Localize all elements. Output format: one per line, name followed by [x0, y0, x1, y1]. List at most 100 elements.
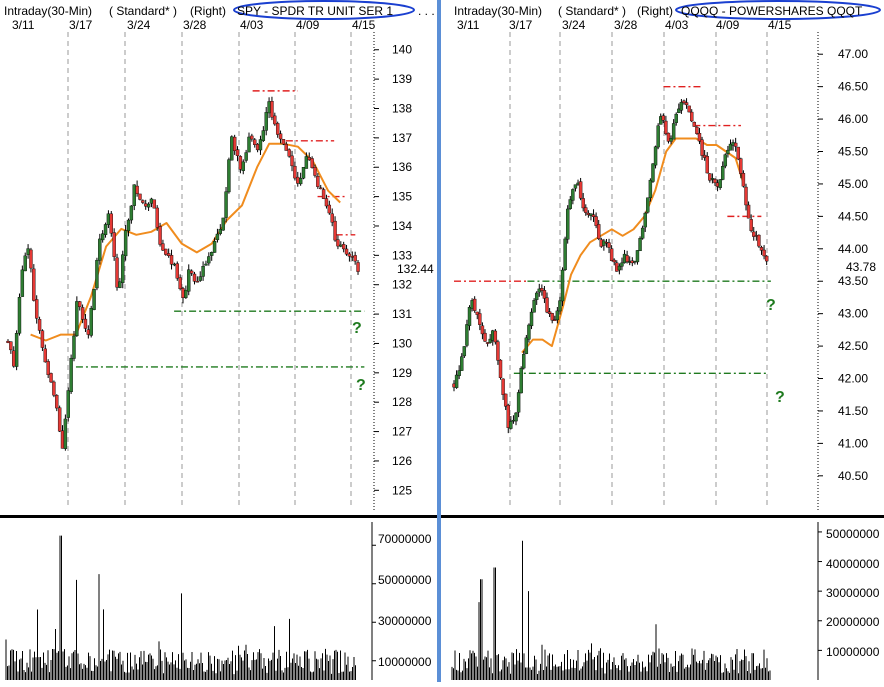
qqqq-volume-tick-label: 10000000	[826, 645, 880, 659]
qqqq-candle-body	[682, 100, 686, 104]
spy-date-label: 3/24	[127, 18, 151, 32]
spy-candle-body	[144, 203, 148, 207]
spy-date-label: 3/17	[69, 18, 93, 32]
spy-candle-body	[178, 277, 182, 290]
qqqq-date-label: 4/03	[665, 18, 689, 32]
qqqq-candle-body	[617, 265, 622, 271]
qqqq-candle-body	[462, 346, 467, 357]
spy-candle-body	[198, 276, 202, 281]
qqqq-price-tick-label: 42.50	[838, 339, 868, 353]
qqqq-candle-body	[498, 359, 503, 378]
spy-candle-body	[55, 395, 59, 409]
spy-candle-body	[17, 297, 22, 334]
qqqq-candle-body	[475, 311, 479, 315]
qqqq-candle-body	[542, 290, 547, 299]
spy-candle-body	[9, 341, 13, 351]
spy-date-label: 4/09	[296, 18, 320, 32]
qqqq-price-axis: 40.50 41.00 41.50 42.00 42.50 43.00 43.50 44.00…	[817, 32, 868, 511]
spy-date-label: 3/11	[12, 18, 35, 32]
qqqq-candle-body	[560, 269, 565, 302]
qqqq-style-label[interactable]: ( Standard* )	[558, 4, 626, 18]
qqqq-question-mark-lower: ?	[775, 389, 785, 406]
qqqq-candle-body	[721, 166, 725, 180]
spy-candle-body	[307, 157, 311, 161]
spy-date-gridlines	[67, 32, 352, 505]
spy-last-price-label: 132.44	[397, 262, 434, 276]
spy-symbol-label[interactable]: SPY - SPDR TR UNIT SER 1	[237, 4, 393, 18]
qqqq-candle-body	[692, 121, 697, 127]
qqqq-candle-body	[640, 227, 645, 239]
spy-candle-body	[290, 155, 294, 167]
qqqq-candle-body	[493, 330, 498, 343]
spy-candle-body	[109, 213, 113, 234]
qqqq-date-label: 4/09	[716, 18, 740, 32]
spy-candle-body	[6, 340, 10, 343]
qqqq-candle-body	[514, 412, 518, 422]
spy-candle-body	[241, 161, 245, 171]
spy-candle-body	[29, 249, 33, 269]
qqqq-price-tick-label: 41.50	[838, 404, 868, 418]
qqqq-candle-body	[529, 311, 534, 327]
qqqq-candle-body	[669, 138, 673, 142]
spy-candle-body	[34, 299, 39, 319]
spy-candle-body	[37, 319, 42, 331]
spy-candle-body	[275, 123, 280, 135]
qqqq-candle-body	[597, 224, 601, 240]
qqqq-candle-body	[713, 179, 717, 184]
spy-header-overflow: . . .	[418, 4, 435, 18]
spy-candle-body	[158, 226, 162, 245]
qqqq-symbol-label[interactable]: QQQQ - POWERSHARES QQQT	[681, 4, 863, 18]
spy-candle-body	[278, 133, 283, 140]
qqqq-candle-body	[710, 178, 715, 180]
qqqq-candle-body	[736, 146, 740, 160]
spy-price-tick-label: 139	[392, 72, 412, 86]
qqqq-candle-body	[625, 255, 629, 263]
qqqq-candle-body	[656, 125, 660, 148]
qqqq-candle-body	[651, 163, 655, 182]
qqqq-candle-body	[578, 181, 583, 199]
spy-candle-body	[138, 193, 142, 200]
qqqq-candle-body	[638, 238, 642, 252]
spy-candle-body	[209, 252, 214, 256]
spy-candle-body	[310, 158, 314, 168]
spy-candle-body	[227, 159, 231, 193]
qqqq-candle-body	[478, 313, 482, 325]
spy-price-tick-label: 125	[392, 483, 412, 497]
spy-candle-body	[66, 390, 70, 418]
qqqq-candle-body	[545, 297, 549, 313]
qqqq-candle-body	[690, 111, 694, 122]
spy-candle-body	[344, 248, 349, 255]
spy-candle-body	[281, 139, 286, 145]
spy-symbol-highlight	[233, 0, 415, 20]
spy-volume-tick-label: 70000000	[378, 532, 432, 546]
spy-candle-body	[135, 185, 139, 194]
qqqq-candle-body	[646, 197, 650, 213]
spy-style-label[interactable]: ( Standard* )	[109, 4, 177, 18]
qqqq-candle-body	[700, 139, 704, 156]
qqqq-price-tick-label: 44.00	[838, 242, 868, 256]
spy-pane-separator[interactable]	[0, 515, 437, 518]
qqqq-volume-axis	[817, 522, 822, 680]
spy-candlesticks	[6, 96, 360, 451]
spy-price-tick-label: 133	[392, 248, 412, 262]
qqqq-candle-body	[472, 298, 477, 311]
spy-candle-body	[123, 230, 128, 257]
spy-candle-body	[304, 156, 309, 169]
qqqq-candle-body	[607, 242, 611, 248]
spy-candle-body	[232, 136, 237, 151]
spy-candle-body	[238, 156, 243, 170]
spy-candle-body	[149, 198, 154, 204]
spy-candle-body	[23, 255, 27, 272]
qqqq-pane-separator[interactable]	[441, 515, 884, 518]
spy-candle-body	[212, 241, 217, 253]
qqqq-volume-tick-label: 20000000	[826, 615, 880, 629]
qqqq-candle-body	[467, 307, 472, 326]
qqqq-candle-body	[565, 208, 570, 240]
qqqq-candle-body	[524, 337, 529, 354]
spy-price-tick-label: 138	[392, 101, 412, 115]
spy-candle-body	[330, 213, 334, 223]
window-divider[interactable]	[437, 0, 441, 682]
qqqq-candle-body	[749, 219, 753, 231]
qqqq-candle-body	[540, 288, 544, 291]
qqqq-candle-body	[509, 421, 513, 429]
